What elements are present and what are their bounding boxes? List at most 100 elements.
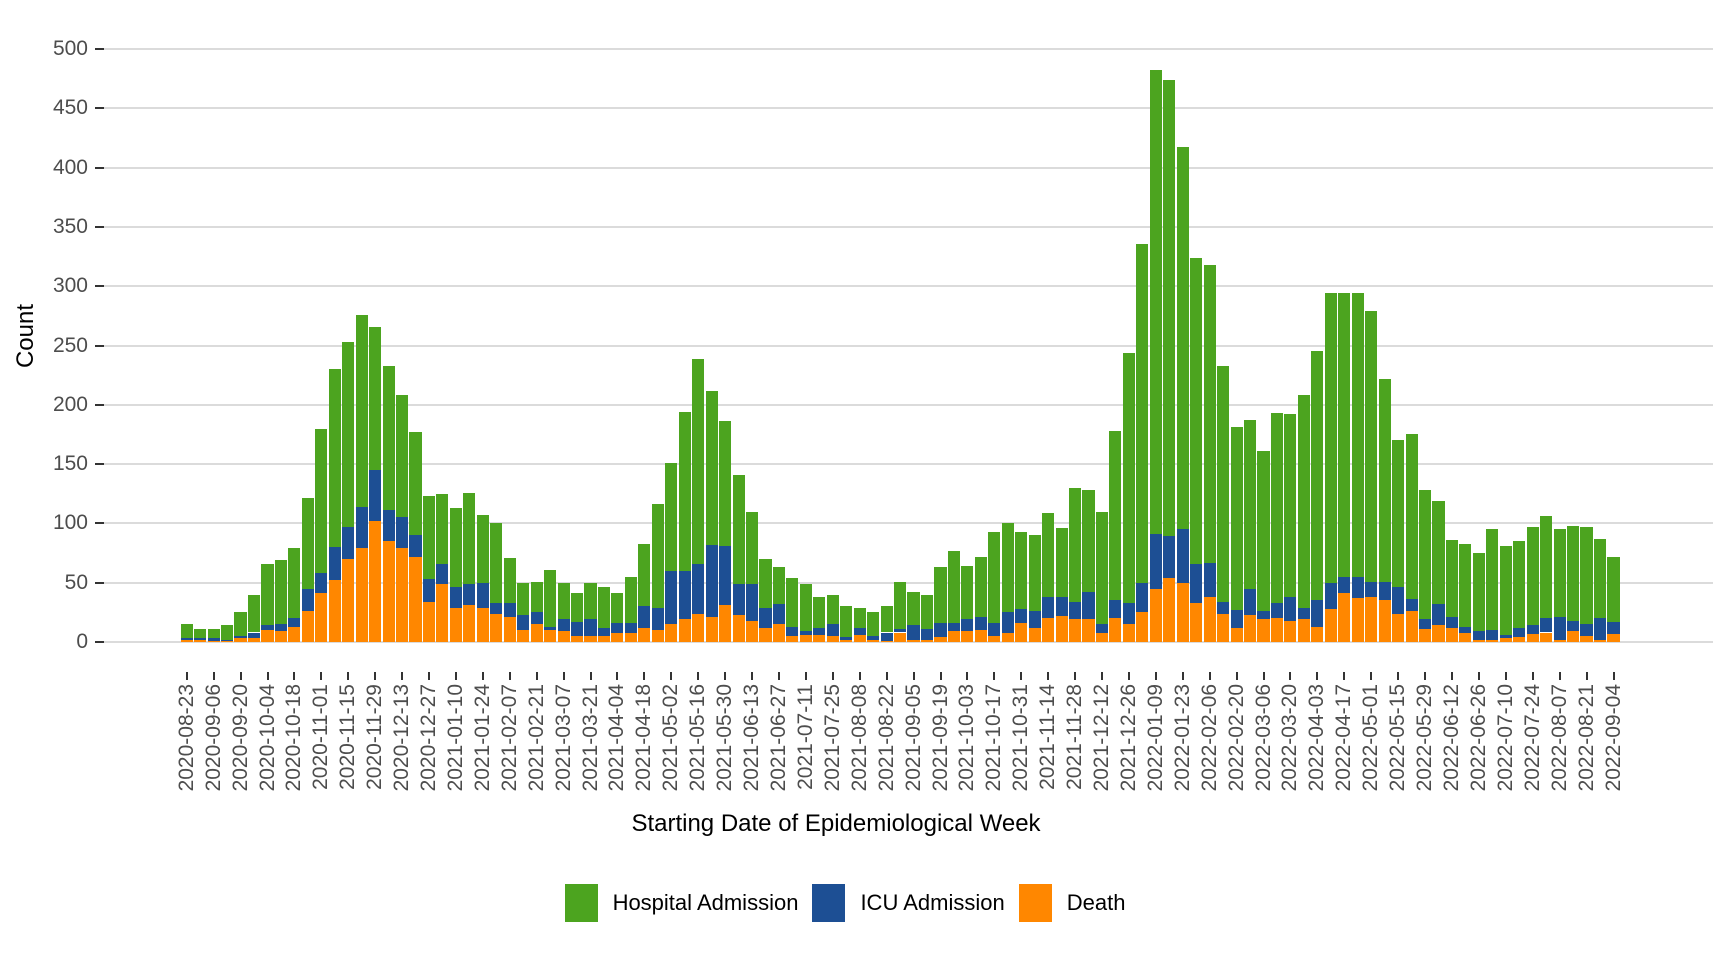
bar-segment-icu-admission bbox=[1082, 592, 1095, 620]
bar-segment-icu-admission bbox=[328, 547, 341, 581]
legend-label: ICU Admission bbox=[860, 890, 1005, 915]
bar-segment-hospital-admission bbox=[1567, 525, 1580, 621]
bar-segment-death bbox=[1311, 626, 1324, 642]
x-tick-mark bbox=[1558, 672, 1561, 680]
bar-segment-icu-admission bbox=[261, 625, 274, 631]
bar-segment-death bbox=[651, 630, 664, 642]
bar-segment-icu-admission bbox=[274, 624, 287, 632]
bar-segment-icu-admission bbox=[1553, 617, 1566, 640]
bar-segment-death bbox=[1163, 577, 1176, 642]
x-tick-mark bbox=[751, 672, 753, 680]
gridline-y-0 bbox=[103, 641, 1713, 643]
bar-segment-icu-admission bbox=[961, 619, 974, 632]
x-tick-label: 2021-09-19 bbox=[928, 684, 952, 792]
bar-segment-death bbox=[1378, 600, 1391, 642]
bar-segment-icu-admission bbox=[1001, 612, 1014, 633]
bar-segment-icu-admission bbox=[826, 624, 839, 637]
bar-segment-icu-admission bbox=[1499, 634, 1512, 639]
bar-segment-death bbox=[759, 627, 772, 642]
bar-segment-icu-admission bbox=[894, 628, 907, 633]
bar-segment-death bbox=[934, 637, 947, 642]
bar-segment-death bbox=[732, 614, 745, 642]
bar-segment-icu-admission bbox=[880, 632, 893, 641]
bar-segment-icu-admission bbox=[1540, 618, 1553, 633]
bar-segment-death bbox=[517, 630, 530, 642]
bar-segment-hospital-admission bbox=[355, 314, 368, 507]
bar-segment-icu-admission bbox=[1418, 619, 1432, 629]
bar-segment-hospital-admission bbox=[813, 596, 826, 628]
bar-segment-icu-admission bbox=[813, 627, 826, 635]
bar-segment-icu-admission bbox=[1069, 601, 1082, 620]
bar-segment-death bbox=[826, 636, 839, 642]
x-tick-label: 2021-10-17 bbox=[982, 684, 1006, 792]
bar-segment-hospital-admission bbox=[1149, 70, 1162, 535]
bar-segment-death bbox=[1190, 602, 1203, 642]
bar-segment-hospital-admission bbox=[1082, 490, 1095, 593]
bar-segment-death bbox=[1230, 627, 1243, 642]
x-tick-label: 2020-10-04 bbox=[255, 684, 279, 792]
bar-segment-icu-admission bbox=[1217, 601, 1230, 614]
x-tick-mark bbox=[1504, 672, 1507, 680]
x-tick-label: 2021-12-26 bbox=[1116, 684, 1140, 792]
x-tick-mark bbox=[239, 672, 242, 680]
y-tick-mark bbox=[95, 463, 104, 466]
x-tick-label: 2020-12-13 bbox=[390, 684, 414, 792]
x-tick-label: 2021-12-12 bbox=[1090, 684, 1113, 792]
bar-segment-hospital-admission bbox=[934, 567, 947, 623]
bar-segment-hospital-admission bbox=[1472, 553, 1485, 632]
bar-segment-icu-admission bbox=[1203, 562, 1216, 597]
x-tick-label: 2021-03-21 bbox=[578, 684, 602, 792]
bar-segment-hospital-admission bbox=[207, 628, 220, 639]
bar-segment-hospital-admission bbox=[490, 523, 503, 603]
bar-segment-hospital-admission bbox=[1553, 529, 1566, 618]
bar-segment-death bbox=[1028, 627, 1041, 642]
bar-segment-hospital-admission bbox=[463, 492, 476, 584]
x-tick-mark bbox=[1154, 672, 1157, 680]
bar-segment-hospital-admission bbox=[1418, 490, 1432, 620]
bar-segment-hospital-admission bbox=[786, 577, 799, 627]
bar-segment-icu-admission bbox=[1230, 609, 1243, 628]
bar-segment-hospital-admission bbox=[1338, 293, 1351, 577]
bar-segment-icu-admission bbox=[1405, 599, 1418, 612]
bar-segment-icu-admission bbox=[947, 623, 960, 632]
x-tick-label: 2022-07-24 bbox=[1520, 684, 1544, 792]
bar-segment-death bbox=[894, 632, 907, 642]
bar-segment-hospital-admission bbox=[1432, 500, 1445, 605]
bar-segment-hospital-admission bbox=[867, 612, 880, 637]
x-tick-mark bbox=[1370, 672, 1373, 680]
bar-segment-hospital-admission bbox=[288, 548, 301, 619]
x-tick-label: 2022-02-20 bbox=[1224, 684, 1248, 792]
bar-segment-death bbox=[1203, 596, 1216, 642]
bar-segment-death bbox=[1459, 632, 1472, 642]
bar-segment-icu-admission bbox=[920, 628, 934, 640]
x-tick-label: 2021-07-25 bbox=[820, 684, 844, 792]
bar-segment-hospital-admission bbox=[1109, 430, 1122, 601]
gridline-y-150 bbox=[103, 463, 1713, 466]
bar-segment-death bbox=[490, 613, 503, 642]
bar-segment-death bbox=[1553, 639, 1566, 642]
x-tick-label: 2021-10-03 bbox=[955, 684, 979, 792]
x-tick-label: 2021-05-16 bbox=[686, 684, 710, 792]
y-tick-mark bbox=[95, 403, 104, 406]
x-tick-mark bbox=[993, 672, 996, 680]
bar-segment-hospital-admission bbox=[1365, 311, 1378, 582]
bar-segment-icu-admission bbox=[530, 612, 543, 625]
bar-segment-icu-admission bbox=[1445, 617, 1458, 628]
bar-segment-death bbox=[705, 617, 718, 642]
x-tick-mark bbox=[777, 672, 780, 680]
x-tick-mark bbox=[1074, 672, 1077, 680]
bar-segment-death bbox=[1445, 627, 1458, 642]
x-tick-label: 2021-11-28 bbox=[1063, 684, 1087, 790]
bar-segment-hospital-admission bbox=[396, 395, 409, 518]
bar-segment-hospital-admission bbox=[611, 593, 624, 623]
bar-segment-death bbox=[920, 639, 934, 642]
bar-segment-death bbox=[624, 632, 637, 642]
bar-segment-death bbox=[1405, 611, 1418, 642]
bar-segment-hospital-admission bbox=[1513, 541, 1526, 628]
y-tick-label: 300 bbox=[52, 274, 88, 298]
bar-segment-hospital-admission bbox=[1243, 420, 1257, 589]
bar-segment-icu-admission bbox=[1015, 608, 1028, 623]
bar-segment-death bbox=[409, 556, 422, 642]
bar-segment-hospital-admission bbox=[597, 587, 611, 628]
x-tick-label: 2021-04-18 bbox=[632, 684, 656, 792]
